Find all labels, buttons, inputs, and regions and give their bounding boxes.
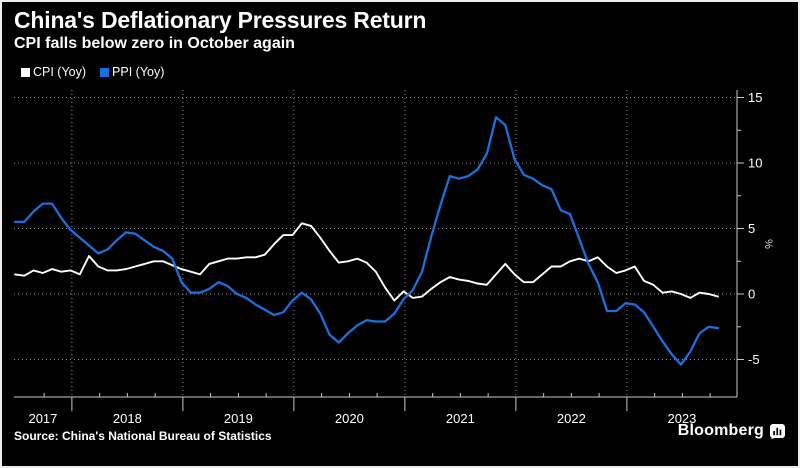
x-tick-label: 2021 [446, 411, 475, 426]
bloomberg-brand: Bloomberg [678, 422, 785, 440]
page-subtitle: CPI falls below zero in October again [14, 35, 295, 52]
x-tick-label: 2022 [557, 411, 586, 426]
y-tick-label: 10 [748, 156, 762, 171]
series-line-cpi [14, 222, 719, 302]
legend-item-ppi: PPI (Yoy) [100, 65, 164, 79]
y-tick-label: 15 [748, 90, 762, 105]
source-note: Source: China's National Bureau of Stati… [14, 429, 272, 443]
cpi-swatch-icon [21, 67, 30, 77]
y-axis-unit-label: % [761, 239, 774, 249]
bloomberg-icon [770, 423, 785, 439]
legend-item-cpi: CPI (Yoy) [21, 65, 86, 79]
legend-label-ppi: PPI (Yoy) [112, 65, 165, 79]
ppi-swatch-icon [100, 67, 110, 77]
legend-label-cpi: CPI (Yoy) [33, 65, 87, 79]
x-tick-label: 2020 [335, 411, 364, 426]
x-tick-label: 2018 [113, 411, 142, 426]
y-tick-label: 5 [748, 221, 755, 236]
y-tick-label: -5 [748, 352, 760, 367]
legend: CPI (Yoy) PPI (Yoy) [21, 65, 164, 79]
x-tick-label: 2017 [28, 411, 57, 426]
bloomberg-wordmark: Bloomberg [677, 422, 764, 439]
y-tick-label: 0 [748, 287, 755, 302]
x-tick-label: 2019 [224, 411, 253, 426]
page-title: China's Deflationary Pressures Return [14, 7, 427, 33]
x-tick-label: 2023 [667, 411, 696, 426]
series-line-ppi [13, 116, 720, 366]
